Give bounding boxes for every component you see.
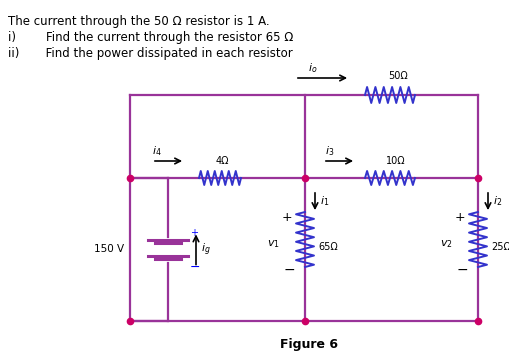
Text: $i_1$: $i_1$ [320,195,329,208]
Text: 150 V: 150 V [94,245,124,254]
Text: +: + [190,228,198,238]
Text: Figure 6: Figure 6 [280,338,338,351]
Text: 50Ω: 50Ω [388,71,408,81]
Text: 10Ω: 10Ω [386,156,406,166]
Text: $i_2$: $i_2$ [493,195,502,208]
Text: The current through the 50 Ω resistor is 1 A.: The current through the 50 Ω resistor is… [8,15,270,28]
Text: $i_3$: $i_3$ [325,144,335,158]
Text: i)        Find the current through the resistor 65 Ω: i) Find the current through the resistor… [8,31,293,44]
Text: +: + [281,211,292,224]
Text: −: − [456,262,468,277]
Text: ii)       Find the power dissipated in each resistor: ii) Find the power dissipated in each re… [8,47,293,60]
Text: −: − [283,262,295,277]
Text: $i_g$: $i_g$ [201,241,211,258]
Text: 25Ω: 25Ω [491,242,509,253]
Text: $i_o$: $i_o$ [308,61,317,75]
Text: $v_2$: $v_2$ [440,238,453,250]
Text: −: − [190,261,201,273]
Text: $i_4$: $i_4$ [152,144,162,158]
Text: 65Ω: 65Ω [318,242,338,253]
Text: $v_1$: $v_1$ [267,238,279,250]
Text: +: + [455,211,465,224]
Text: 4Ω: 4Ω [216,156,230,166]
